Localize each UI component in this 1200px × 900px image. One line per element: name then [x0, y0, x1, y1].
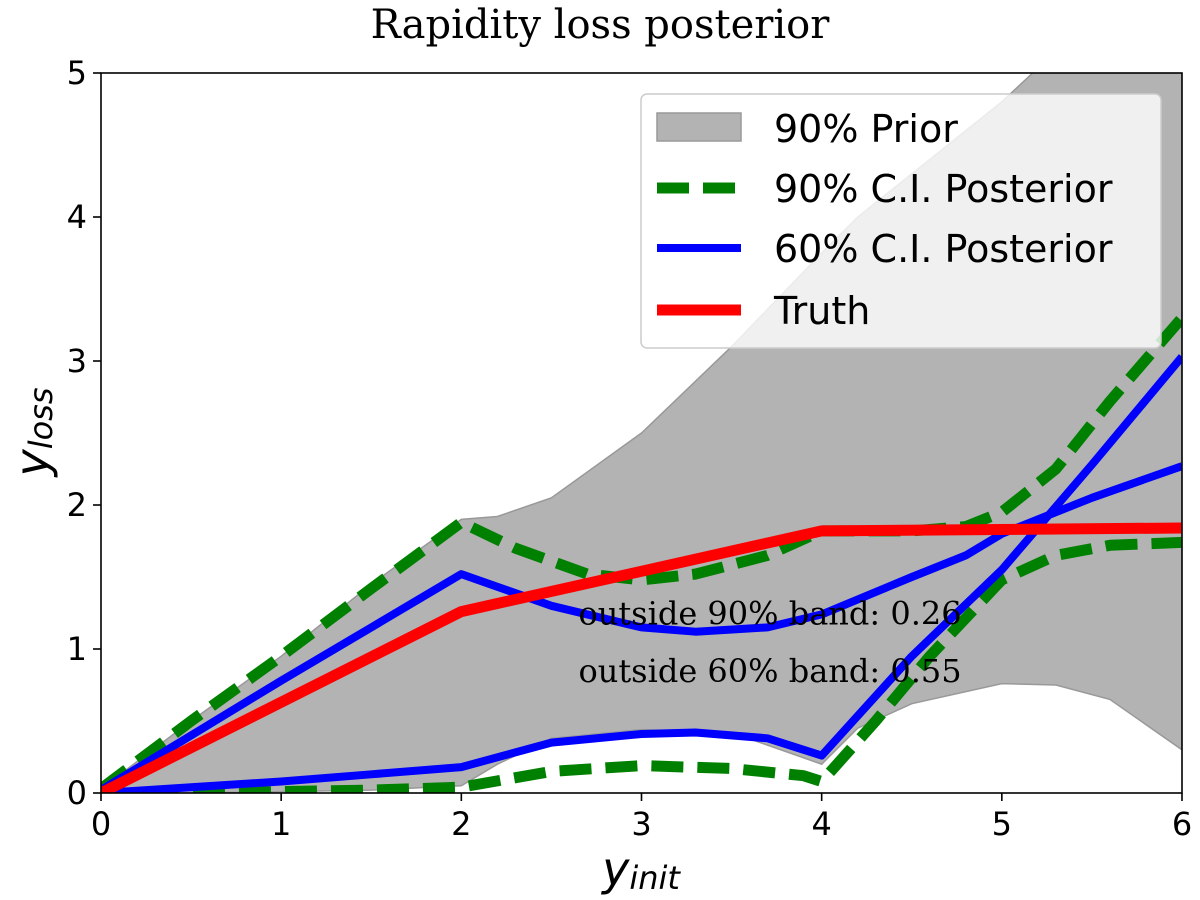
series-line-truth [101, 522, 1182, 793]
legend-swatch-prior [656, 112, 742, 142]
x-tick-label: 4 [811, 805, 831, 843]
series-line-90-c-i-posterior-lower [101, 536, 1182, 793]
legend-label-posterior60: 60% C.I. Posterior [774, 227, 1113, 271]
legend-label-truth: Truth [773, 289, 870, 333]
y-tick-label: 0 [67, 774, 87, 812]
legend-box [640, 93, 1162, 349]
y-tick-label: 4 [67, 198, 87, 236]
legend-label-prior: 90% Prior [774, 107, 958, 151]
y-axis-label: yloss [5, 387, 60, 478]
y-tick-label: 2 [67, 486, 87, 524]
x-tick-label: 6 [1172, 805, 1192, 843]
x-tick-label: 2 [451, 805, 471, 843]
x-tick-label: 3 [631, 805, 651, 843]
x-tick-label: 1 [271, 805, 291, 843]
x-axis-label-sub: init [629, 859, 681, 897]
series-line-60-c-i-posterior-lower [101, 354, 1182, 793]
series-line-90-c-i-posterior-upper [101, 314, 1182, 793]
x-axis-label-main: y [600, 842, 630, 896]
annotation-text: outside 90% band: 0.26 [578, 595, 961, 633]
legend: 90% Prior 90% C.I. Posterior 60% C.I. Po… [640, 93, 1162, 349]
y-axis: 0 1 2 3 4 5 [67, 54, 101, 812]
x-axis: 0 1 2 3 4 5 6 [91, 793, 1192, 843]
legend-label-posterior90: 90% C.I. Posterior [774, 167, 1113, 211]
x-tick-label: 0 [91, 805, 111, 843]
series-line-60-c-i-posterior-upper [101, 462, 1182, 793]
y-tick-label: 3 [67, 342, 87, 380]
x-tick-label: 5 [992, 805, 1012, 843]
y-tick-label: 1 [67, 630, 87, 668]
annotation-text: outside 60% band: 0.55 [578, 652, 961, 690]
y-tick-label: 5 [67, 54, 87, 92]
y-axis-label-sub: loss [22, 387, 60, 449]
chart-title: Rapidity loss posterior [371, 2, 831, 48]
x-axis-label: yinit [600, 842, 681, 897]
y-axis-label-main: y [5, 449, 59, 479]
annotations: outside 90% band: 0.26 outside 60% band: … [578, 595, 961, 691]
